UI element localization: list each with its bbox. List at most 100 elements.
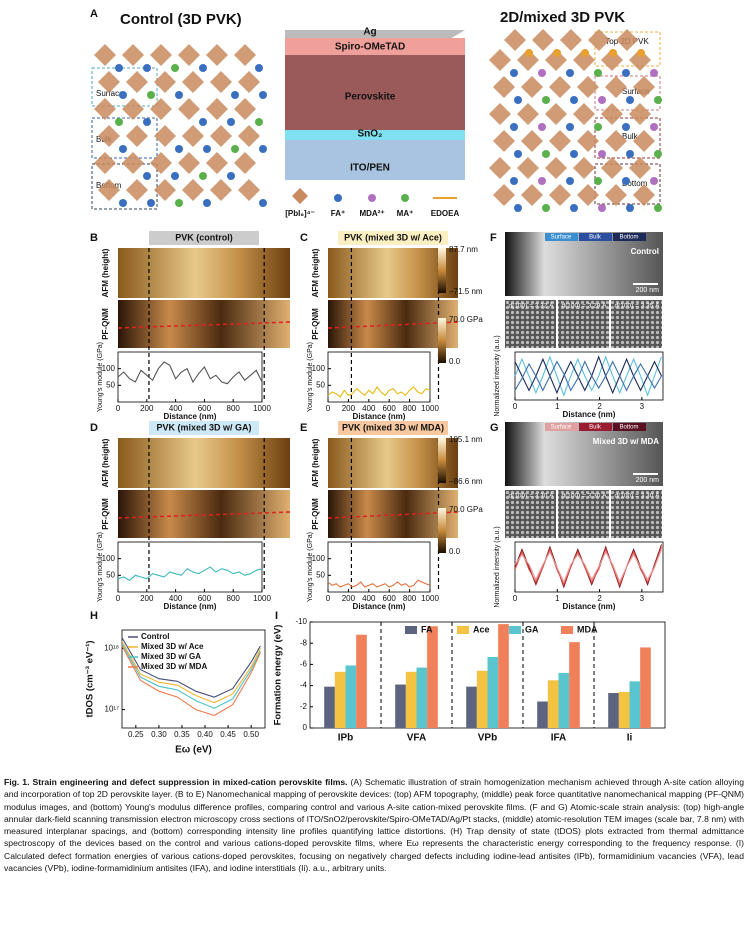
layer-perovskite [285,55,465,130]
x-tick-label: 0.50 [243,730,259,739]
octahedron [150,98,172,120]
region-tag-label: Bulk [589,425,602,431]
octahedron [549,130,571,152]
cation [259,91,267,99]
region-tag-label: Bottom [619,235,638,241]
cation [203,91,211,99]
spacing-label: d(100) = 3.32 Å [509,301,555,310]
x-tick-label: 2 [597,594,602,603]
legend-label: Control [141,632,169,641]
colorbar-label: 105.1 nm [449,435,483,444]
x-axis-label: Distance (nm) [353,412,406,421]
x-axis-label: Distance (nm) [164,412,217,421]
octahedron [98,179,120,201]
cation [227,118,235,126]
y-axis-label: Young's module (GPa) [97,342,104,412]
series-line [327,386,431,398]
series-line [514,355,662,395]
x-tick-label: 0.40 [197,730,213,739]
octahedron [577,130,599,152]
caption-title: Fig. 1. Strain engineering and defect su… [4,777,348,787]
spacing-label: d(100) = 3.28 Å [562,301,608,310]
x-tick-label: 600 [383,594,397,603]
octahedron [493,76,515,98]
x-tick-label: 200 [140,404,154,413]
octahedron [573,157,595,179]
octahedron [178,152,200,174]
lattice-image [558,300,609,348]
x-tick-label: VFA [407,733,426,744]
x-axis-label: Eω (eV) [175,745,212,756]
cation [542,204,550,212]
spacing-label: d(100) = 3.35 Å [615,301,661,310]
cation [570,150,578,158]
region-tag-label: Bottom [619,425,638,431]
octahedron [489,49,511,71]
x-tick-label: 1 [555,402,560,411]
octahedron [182,71,204,93]
x-tick-label: 600 [383,404,397,413]
octahedron [238,179,260,201]
bar [356,634,367,728]
plot-frame [117,351,263,403]
octahedron [234,98,256,120]
bar [345,665,357,728]
octahedron [605,76,627,98]
legend-label: MDA²⁺ [359,209,384,218]
cation [598,204,606,212]
legend-label: GA [525,624,539,634]
y-axis-label: Formation energy (eV) [273,625,284,726]
y-tick-label: 50 [316,380,325,389]
octahedron [521,76,543,98]
pfqnm-image [328,490,458,538]
lattice-image [558,490,609,538]
y-tick-label: 50 [316,570,325,579]
x-tick-label: 1000 [253,594,271,603]
region-tag [579,233,612,241]
bar [498,624,509,728]
cation [119,199,127,207]
colorbar-label: −71.5 nm [449,287,483,296]
cation [259,199,267,207]
octahedron [517,157,539,179]
x-tick-label: 0.25 [128,730,144,739]
cation [231,91,239,99]
legend-icon [401,194,409,202]
cation [650,123,658,131]
octahedron [532,29,554,51]
panel-letter: G [490,422,499,434]
cation [566,69,574,77]
bar [569,642,580,728]
region-tag [579,423,612,431]
layer-label: ITO/PEN [350,163,390,174]
cation [115,118,123,126]
legend-label: Mixed 3D w/ MDA [141,662,207,671]
series-line [121,645,261,717]
octahedron [206,44,228,66]
octahedron [94,44,116,66]
cation [650,177,658,185]
afm-image [328,438,458,488]
x-tick-label: 600 [198,404,212,413]
cation [525,49,533,57]
lattice-image [611,300,662,348]
cation [609,49,617,57]
x-axis-label: Distance (nm) [164,602,217,611]
bar [427,626,438,728]
region-tag [545,423,578,431]
cation [538,69,546,77]
bar [640,647,651,728]
left-title: Control (3D PVK) [120,11,242,28]
plot-frame [327,541,431,593]
panel-letter: E [300,422,307,434]
cation [175,199,183,207]
spacing-label: d(100) = 3.30 Å [562,491,608,500]
bar [395,684,406,728]
x-axis-label: Distance (nm) [563,602,616,611]
cation [542,150,550,158]
x-tick-label: 0 [116,594,121,603]
legend-icon [292,188,308,204]
panel-a: A Control (3D PVK) 2D/mixed 3D PVK Ag Sp… [90,8,661,218]
x-axis-label: Distance (nm) [353,602,406,611]
cation [143,64,151,72]
